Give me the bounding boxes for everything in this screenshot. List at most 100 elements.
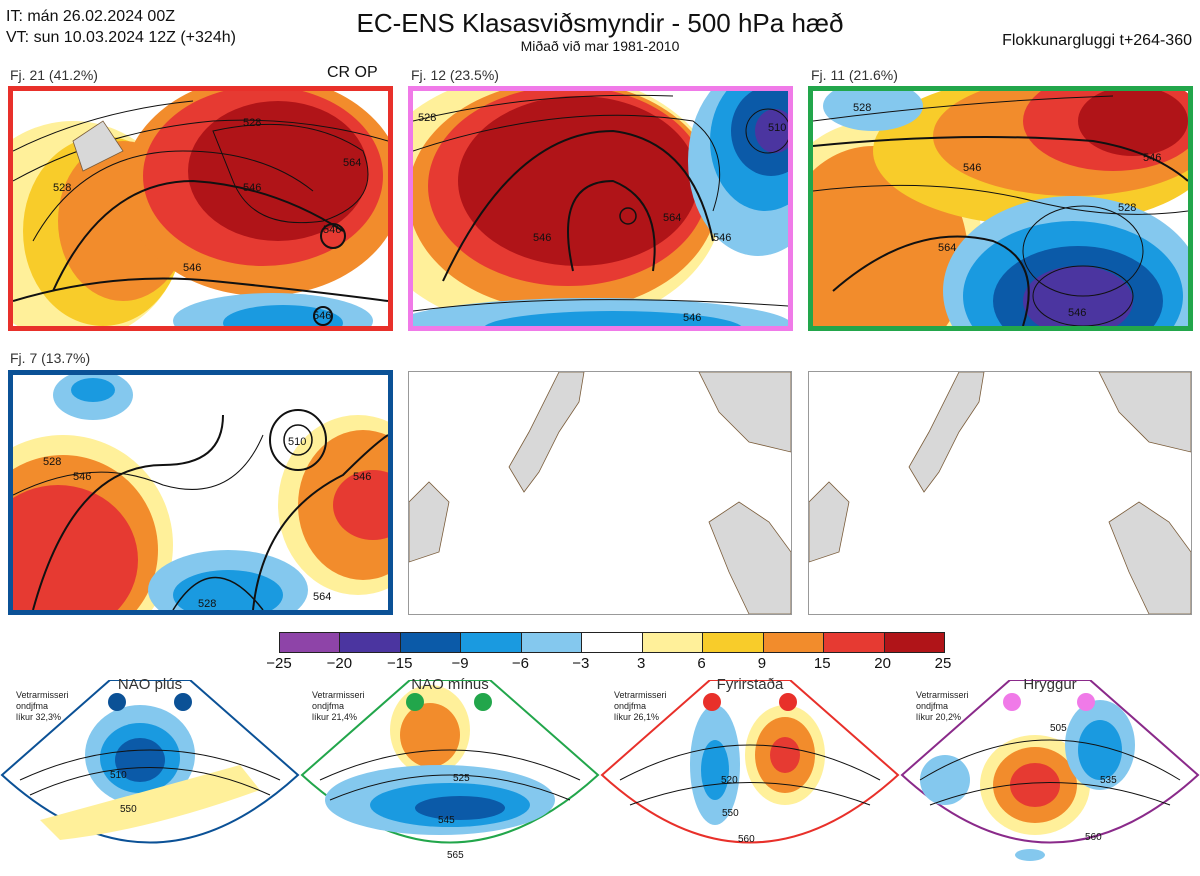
colorbar-segment bbox=[340, 633, 401, 652]
regime-fans: 510 550 525 545 565 520 550 560 505 535 … bbox=[0, 679, 1200, 861]
regime-3-label-2: 550 bbox=[722, 808, 739, 819]
panel-4-contour-1: 528 bbox=[43, 456, 61, 468]
panel-3-contour-3: 564 bbox=[938, 242, 956, 254]
cluster-map-2: 528 546 564 546 510 546 bbox=[408, 86, 793, 331]
empty-map-5-graphic bbox=[409, 372, 791, 614]
regime-4-name: Hryggur bbox=[1023, 676, 1077, 693]
colorbar-tick: 9 bbox=[757, 655, 767, 672]
regime-3-note: Vetrarmisseri ondjfma líkur 26,1% bbox=[614, 690, 667, 723]
empty-map-6 bbox=[808, 371, 1192, 615]
panel-4-contour-5: 528 bbox=[198, 598, 216, 610]
regime-1-note-line-3: líkur 32,3% bbox=[16, 712, 62, 722]
cluster-map-1: 528 546 564 546 528 546 546 bbox=[8, 86, 393, 331]
colorbar-segment bbox=[521, 633, 583, 652]
panel-1-label: Fj. 21 (41.2%) bbox=[10, 67, 98, 83]
regime-1-note-line-2: ondjfma bbox=[16, 701, 49, 711]
regime-2-note-line-2: ondjfma bbox=[312, 701, 345, 711]
regime-3-note-line-3: líkur 26,1% bbox=[614, 712, 660, 722]
panel-3-contour-1: 528 bbox=[853, 102, 871, 114]
valid-time: VT: sun 10.03.2024 12Z (+324h) bbox=[6, 29, 236, 46]
colorbar-tick: 15 bbox=[813, 655, 831, 672]
colorbar-segment bbox=[280, 633, 341, 652]
regime-row: 510 550 525 545 565 520 550 560 505 535 … bbox=[0, 679, 1200, 871]
regime-3-note-line-1: Vetrarmisseri bbox=[614, 690, 667, 700]
panel-1-contour-2: 546 bbox=[243, 182, 261, 194]
regime-3-label-1: 520 bbox=[721, 775, 738, 786]
colorbar-tick: −20 bbox=[326, 655, 353, 672]
colorbar-segment bbox=[824, 633, 885, 652]
regime-3-label-3: 560 bbox=[738, 834, 755, 845]
panel-3-contour-2: 546 bbox=[963, 162, 981, 174]
colorbar-tick: −9 bbox=[451, 655, 469, 672]
panel-3-label: Fj. 11 (21.6%) bbox=[811, 67, 898, 83]
cluster-map-4: 528 546 510 546 528 564 bbox=[8, 370, 393, 615]
regime-4-label-2: 535 bbox=[1100, 775, 1117, 786]
cluster-map-3-graphic: 528 546 564 528 546 546 bbox=[813, 91, 1188, 326]
panel-2-contour-5: 510 bbox=[768, 122, 786, 134]
panel-2-label: Fj. 12 (23.5%) bbox=[411, 67, 499, 83]
colorbar-tick: −15 bbox=[386, 655, 413, 672]
panel-2-contour-2: 546 bbox=[533, 232, 551, 244]
colorbar-tick: 20 bbox=[874, 655, 891, 672]
init-time: IT: mán 26.02.2024 00Z bbox=[6, 8, 175, 25]
cluster-map-2-graphic: 528 546 564 546 510 546 bbox=[413, 91, 788, 326]
header-info: IT: mán 26.02.2024 00Z VT: sun 10.03.202… bbox=[6, 6, 236, 48]
page-title: EC-ENS Klasasviðsmyndir - 500 hPa hæð bbox=[356, 8, 844, 38]
colorbar-tick: −6 bbox=[511, 655, 530, 672]
regime-2-label-1: 525 bbox=[453, 773, 470, 784]
regime-2-label-2: 545 bbox=[438, 815, 455, 826]
panel-1-contour-5: 528 bbox=[53, 182, 71, 194]
colorbar-segment bbox=[582, 633, 643, 652]
panel-4-label: Fj. 7 (13.7%) bbox=[10, 350, 91, 366]
colorbar-segment bbox=[884, 633, 944, 652]
regime-3-note-line-2: ondjfma bbox=[614, 701, 647, 711]
regime-4-note-line-3: líkur 20,2% bbox=[916, 712, 962, 722]
page-subtitle: Miðað við mar 1981-2010 bbox=[520, 38, 680, 54]
panel-3-contour-5: 546 bbox=[1068, 307, 1086, 319]
panel-1-contour-6: 546 bbox=[183, 262, 201, 274]
panel-2-contour-4: 546 bbox=[713, 232, 731, 244]
colorbar-tick: 6 bbox=[697, 655, 706, 672]
regime-3-name: Fyrirstaða bbox=[716, 676, 784, 693]
regime-2-note-line-1: Vetrarmisseri bbox=[312, 690, 365, 700]
panel-3-contour-4: 528 bbox=[1118, 202, 1136, 214]
colorbar-segment bbox=[763, 633, 825, 652]
cluster-map-3: 528 546 564 528 546 546 bbox=[808, 86, 1193, 331]
regime-1-name: NAO plús bbox=[117, 676, 183, 693]
colorbar-tick: −3 bbox=[572, 655, 590, 672]
panel-1-contour-4: 546 bbox=[323, 224, 341, 236]
regime-2-note-line-3: líkur 21,4% bbox=[312, 712, 358, 722]
regime-1-label-1: 510 bbox=[110, 770, 127, 781]
panel-2-contour-1: 528 bbox=[418, 112, 436, 124]
colorbar-segment bbox=[400, 633, 462, 652]
panel-4-contour-3: 510 bbox=[288, 436, 306, 448]
panel-1-contour-3: 564 bbox=[343, 157, 361, 169]
cluster-map-1-graphic: 528 546 564 546 528 546 546 bbox=[13, 91, 388, 326]
regime-1-note-line-1: Vetrarmisseri bbox=[16, 690, 69, 700]
regime-4-note: Vetrarmisseri ondjfma líkur 20,2% bbox=[916, 690, 969, 723]
cluster-map-4-graphic: 528 546 510 546 528 564 bbox=[13, 375, 388, 610]
panel-1-contour-7: 546 bbox=[313, 310, 331, 322]
empty-map-6-graphic bbox=[809, 372, 1191, 614]
classification-window: Flokkunargluggi t+264-360 bbox=[1002, 32, 1192, 49]
colorbar bbox=[279, 632, 945, 653]
empty-map-5 bbox=[408, 371, 792, 615]
colorbar-segment bbox=[642, 633, 704, 652]
colorbar-tick: 3 bbox=[637, 655, 646, 672]
panel-2-contour-3: 564 bbox=[663, 212, 681, 224]
panel-1-tag: CR OP bbox=[327, 64, 378, 81]
regime-4-label-3: 560 bbox=[1085, 832, 1102, 843]
panel-3-contour-6: 546 bbox=[1143, 152, 1161, 164]
regime-4-label-1: 505 bbox=[1050, 723, 1067, 734]
panel-4-contour-6: 564 bbox=[313, 591, 331, 603]
regime-1-note: Vetrarmisseri ondjfma líkur 32,3% bbox=[16, 690, 69, 723]
regime-2-name: NAO mínus bbox=[411, 676, 489, 693]
panel-1-contour-1: 528 bbox=[243, 117, 261, 129]
regime-4-note-line-2: ondjfma bbox=[916, 701, 949, 711]
panel-4-contour-4: 546 bbox=[353, 471, 371, 483]
regime-2-label-3: 565 bbox=[447, 850, 464, 861]
colorbar-tick: 25 bbox=[934, 655, 952, 672]
colorbar-tick: −25 bbox=[266, 655, 292, 672]
colorbar-segment bbox=[703, 633, 764, 652]
regime-2-note: Vetrarmisseri ondjfma líkur 21,4% bbox=[312, 690, 365, 723]
